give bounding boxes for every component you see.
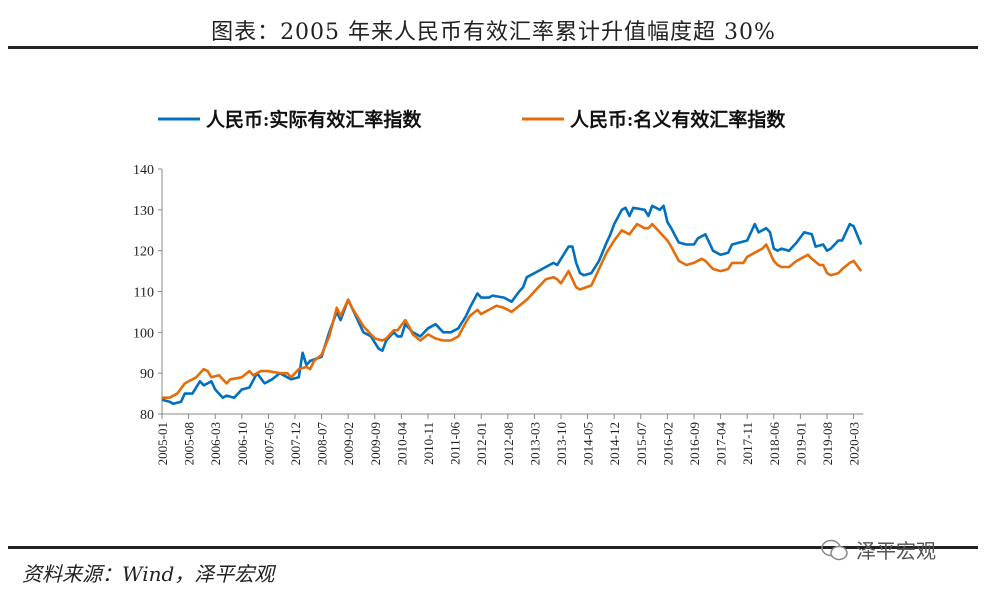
x-tick-label: 2016-02	[660, 422, 675, 465]
x-tick-label: 2015-07	[634, 422, 649, 466]
x-tick-label: 2012-08	[501, 422, 516, 465]
line-chart: 80 90 100 110 120 130 140 2005-01 2005-08 2006-03…	[133, 108, 864, 466]
legend-label: 人民币:实际有效汇率指数	[206, 108, 422, 131]
x-tick-label: 2007-12	[288, 422, 303, 465]
x-tick-label: 2007-05	[261, 422, 276, 465]
wechat-icon	[821, 539, 848, 560]
x-tick-label: 2013-03	[527, 422, 542, 465]
x-tick-label: 2009-09	[368, 422, 383, 465]
x-tick-label: 2011-06	[448, 422, 463, 465]
x-tick-label: 2010-04	[394, 422, 409, 466]
y-tick-label: 90	[140, 367, 154, 382]
bottom-divider	[8, 546, 978, 549]
x-tick-label: 2005-01	[155, 422, 170, 465]
series-line-nominal	[162, 222, 863, 399]
x-tick-label: 2005-08	[182, 422, 197, 465]
x-tick-label: 2013-10	[554, 422, 569, 465]
x-tick-label: 2016-09	[687, 422, 702, 465]
y-tick-label: 120	[133, 245, 154, 260]
y-tick-label: 80	[140, 408, 154, 423]
watermark: 泽平宏观	[820, 535, 936, 564]
x-tick-label: 2009-02	[341, 422, 356, 465]
series-line-real	[161, 204, 863, 406]
x-tick-label: 2019-01	[793, 422, 808, 465]
x-tick-label: 2010-11	[421, 422, 436, 465]
x-tick-label: 2019-08	[820, 422, 835, 465]
y-tick-label: 130	[133, 204, 154, 219]
x-tick-label: 2006-03	[208, 422, 223, 465]
top-divider	[8, 46, 978, 49]
source-note: 资料来源：Wind，泽平宏观	[22, 562, 275, 586]
x-tick-label: 2020-03	[847, 422, 862, 465]
y-tick-label: 100	[133, 326, 154, 341]
x-tick-label: 2012-01	[474, 422, 489, 465]
x-tick-label: 2006-10	[235, 422, 250, 465]
watermark-text: 泽平宏观	[856, 539, 936, 563]
y-tick-label: 140	[133, 163, 154, 178]
legend-label: 人民币:名义有效汇率指数	[570, 108, 786, 131]
x-tick-label: 2008-07	[315, 422, 330, 466]
x-tick-label: 2017-04	[714, 422, 729, 466]
x-tick-label: 2017-11	[740, 422, 755, 465]
chart-title: 图表：2005 年来人民币有效汇率累计升值幅度超 30%	[211, 20, 776, 45]
x-tick-label: 2014-05	[581, 422, 596, 465]
x-tick-label: 2014-12	[607, 422, 622, 465]
y-tick-label: 110	[134, 286, 154, 301]
x-tick-label: 2018-06	[767, 422, 782, 466]
